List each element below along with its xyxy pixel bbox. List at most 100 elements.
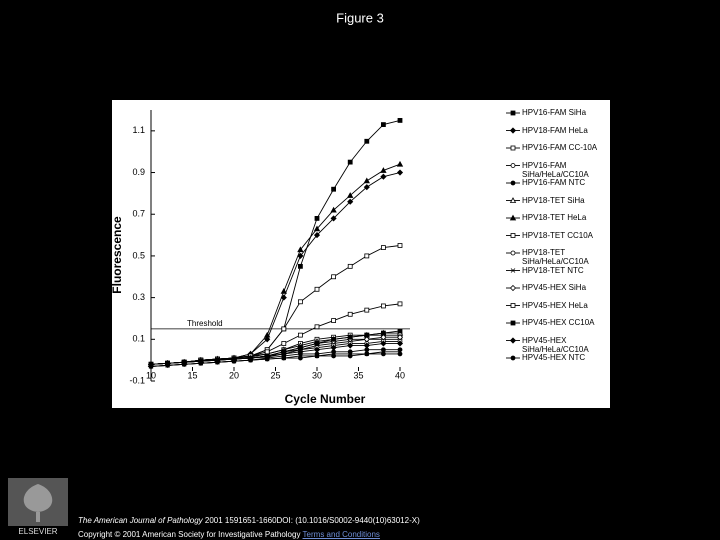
- marker: [281, 326, 287, 332]
- marker: [297, 332, 303, 338]
- marker: [380, 167, 387, 173]
- marker: [297, 355, 303, 361]
- marker: [331, 353, 337, 359]
- marker: [380, 334, 387, 341]
- y-tick-label: 0.3: [132, 292, 145, 302]
- marker: [380, 351, 386, 357]
- marker: [314, 215, 320, 221]
- marker: [297, 348, 304, 355]
- y-tick-label: 0.1: [132, 334, 145, 344]
- y-tick-label: 0.9: [132, 167, 145, 177]
- marker: [397, 243, 403, 248]
- marker: [314, 324, 320, 330]
- legend-label: HPV18-TET SiHa: [522, 195, 585, 205]
- x-tick-label: 10: [146, 370, 156, 380]
- marker: [297, 299, 303, 305]
- marker: [181, 361, 187, 367]
- marker: [313, 225, 321, 232]
- series-line: [150, 343, 400, 365]
- marker: [347, 349, 353, 355]
- legend-marker: [509, 214, 517, 221]
- marker: [380, 347, 386, 353]
- marker: [347, 263, 353, 269]
- marker: [297, 263, 303, 269]
- marker: [397, 328, 403, 334]
- marker: [364, 253, 370, 259]
- legend-marker: [510, 163, 516, 168]
- marker: [347, 311, 353, 317]
- marker: [380, 173, 387, 180]
- marker: [363, 177, 370, 184]
- marker: [380, 303, 386, 309]
- threshold-label: Threshold: [187, 319, 223, 328]
- legend-marker: [509, 337, 517, 344]
- marker: [396, 334, 404, 341]
- legend-label: HPV45-HEX SiHa/HeLa/CC10A: [522, 335, 589, 354]
- y-tick-label: 0.7: [132, 209, 145, 219]
- marker: [396, 169, 404, 176]
- marker: [231, 358, 237, 364]
- x-tick-label: 35: [353, 370, 363, 380]
- marker: [396, 340, 404, 347]
- marker: [363, 342, 370, 349]
- marker: [331, 318, 337, 323]
- x-axis-label: Cycle Number: [285, 392, 366, 406]
- marker: [314, 353, 320, 359]
- x-tick-label: 15: [187, 370, 197, 380]
- marker: [347, 192, 354, 198]
- marker: [331, 274, 337, 280]
- marker: [363, 184, 370, 191]
- legend-marker: [510, 145, 516, 151]
- terms-link[interactable]: Terms and Conditions: [302, 530, 380, 539]
- y-tick-label: 1.1: [132, 125, 145, 135]
- marker: [330, 215, 337, 222]
- figure-panel: [112, 100, 610, 408]
- marker: [347, 198, 354, 205]
- x-tick-label: 25: [270, 370, 280, 380]
- marker: [347, 342, 354, 349]
- y-axis-label: Fluorescence: [110, 216, 124, 294]
- marker: [397, 347, 403, 353]
- legend-marker: [510, 268, 516, 273]
- marker: [264, 356, 270, 362]
- marker: [397, 118, 403, 123]
- legend-label: HPV16-FAM CC-10A: [522, 143, 598, 152]
- x-tick-label: 20: [229, 370, 239, 380]
- marker: [280, 288, 287, 294]
- legend-label: HPV16-FAM SiHa: [522, 108, 587, 117]
- legend-label: HPV45-HEX NTC: [522, 353, 586, 362]
- marker: [314, 286, 320, 292]
- legend-marker: [509, 284, 517, 292]
- logo-tree-shape: [23, 484, 53, 522]
- logo-text: ELSEVIER: [18, 527, 57, 536]
- marker: [264, 331, 271, 338]
- citation: The American Journal of Pathology 2001 1…: [78, 516, 420, 525]
- legend-marker: [509, 127, 517, 134]
- legend-label: HPV18-TET HeLa: [522, 213, 587, 222]
- marker: [364, 351, 370, 357]
- marker: [347, 353, 353, 359]
- marker: [198, 360, 204, 366]
- legend-label: HPV45-HEX HeLa: [522, 300, 588, 310]
- marker: [330, 344, 337, 351]
- marker: [297, 252, 304, 259]
- legend-label: HPV18-FAM HeLa: [522, 125, 588, 135]
- marker: [148, 364, 154, 369]
- marker: [397, 301, 403, 307]
- marker: [248, 357, 254, 363]
- marker: [297, 246, 304, 253]
- marker: [397, 351, 403, 357]
- legend-marker: [510, 110, 516, 116]
- legend-label: HPV16-FAM SiHa/HeLa/CC10A: [522, 160, 589, 179]
- legend-marker: [510, 250, 516, 256]
- series-line: [150, 353, 400, 367]
- marker: [313, 232, 321, 239]
- x-tick-label: 30: [312, 370, 322, 380]
- legend-marker: [510, 180, 516, 186]
- legend-label: HPV45-HEX SiHa: [522, 283, 587, 292]
- copyright: Copyright © 2001 American Society for In…: [78, 530, 301, 539]
- legend-label: HPV18-TET SiHa/HeLa/CC10A: [522, 248, 589, 266]
- legend-marker: [509, 197, 517, 203]
